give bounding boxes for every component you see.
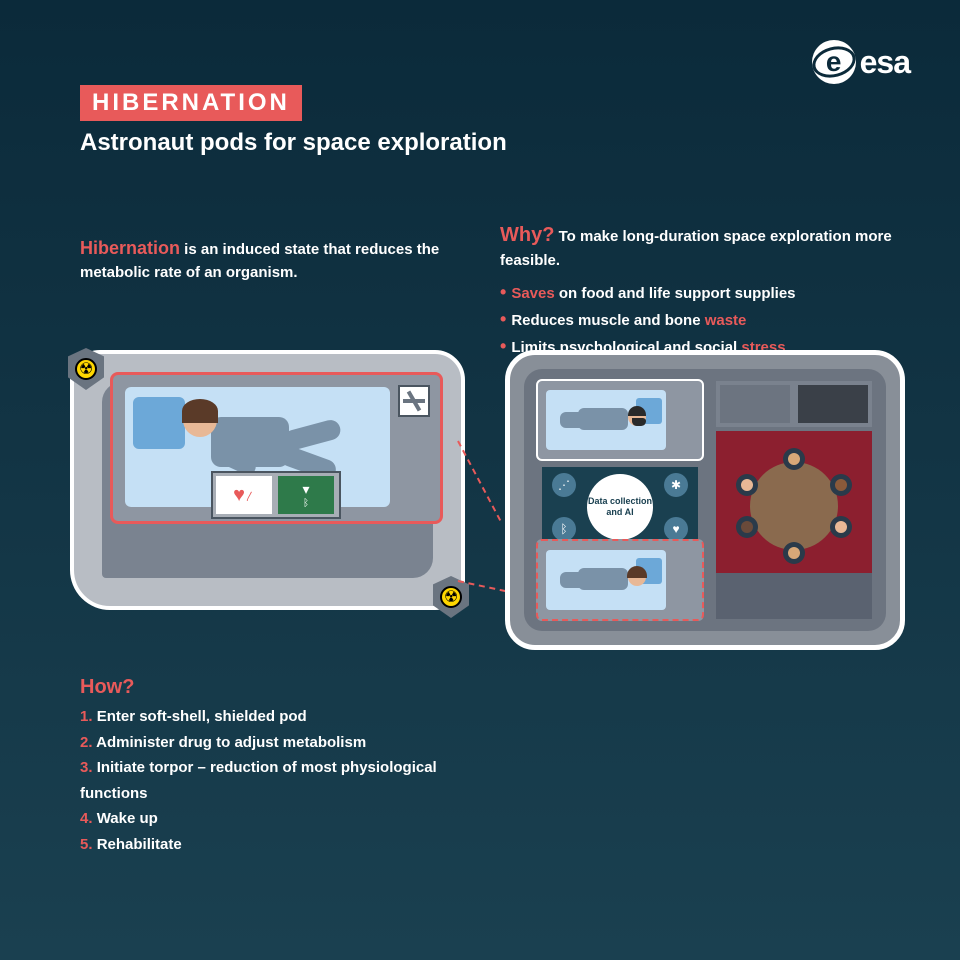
radiation-shield-icon-br <box>433 576 469 618</box>
how-label: How? <box>80 670 480 704</box>
why-section: Why? To make long-duration space explora… <box>500 220 900 360</box>
storage-panel-bottom <box>716 573 872 619</box>
storage-panel-top <box>716 381 872 427</box>
meeting-area <box>716 431 872 581</box>
module-overview-diagram: ⋰ ✱ ᛒ ♥ Data collection and AI <box>505 350 905 650</box>
definition-block: Hibernation is an induced state that red… <box>80 235 460 285</box>
data-circle-label: Data collection and AI <box>587 474 653 540</box>
person-4 <box>783 542 805 564</box>
esa-logo: e esa <box>812 40 910 84</box>
person-2 <box>830 474 852 496</box>
astronaut-hair <box>182 399 218 423</box>
how-step-5: 5. Rehabilitate <box>80 832 480 858</box>
mini-bed-bottom <box>546 550 666 610</box>
round-table <box>750 462 838 550</box>
how-step-3: 3. Initiate torpor – reduction of most p… <box>80 755 480 806</box>
pod-top <box>536 379 704 461</box>
how-list: 1. Enter soft-shell, shielded pod 2. Adm… <box>80 704 480 857</box>
person-6 <box>736 474 758 496</box>
logo-circle: e <box>812 40 856 84</box>
pillow <box>133 397 185 449</box>
how-step-1: 1. Enter soft-shell, shielded pod <box>80 704 480 730</box>
pod-bottom-highlighted <box>536 539 704 621</box>
definition-accent: Hibernation <box>80 238 180 258</box>
title-badge: HIBERNATION <box>80 85 302 121</box>
header: HIBERNATION Astronaut pods for space exp… <box>80 85 507 157</box>
pod-detail-diagram: ♥〳 ▾ᛒ <box>70 350 465 610</box>
wifi-bluetooth-icon: ▾ᛒ <box>278 476 334 514</box>
mini-bed-top <box>546 390 666 450</box>
why-list: Saves on food and life support supplies … <box>500 279 900 360</box>
monitor-panel: ♥〳 ▾ᛒ <box>211 471 341 519</box>
how-section: How? 1. Enter soft-shell, shielded pod 2… <box>80 670 480 857</box>
bluetooth-icon: ᛒ <box>552 517 576 541</box>
module-frame: ⋰ ✱ ᛒ ♥ Data collection and AI <box>505 350 905 650</box>
fan-icon <box>398 385 430 417</box>
person-1 <box>783 448 805 470</box>
radiation-shield-icon-tl <box>68 348 104 390</box>
why-item-1: Saves on food and life support supplies <box>500 279 900 306</box>
module-inner: ⋰ ✱ ᛒ ♥ Data collection and AI <box>524 369 886 631</box>
why-item-2: Reduces muscle and bone waste <box>500 306 900 333</box>
pod-frame: ♥〳 ▾ᛒ <box>70 350 465 610</box>
fan-small-icon: ✱ <box>664 473 688 497</box>
heart-monitor-icon: ♥〳 <box>216 476 272 514</box>
subtitle: Astronaut pods for space exploration <box>80 129 507 157</box>
why-intro: To make long-duration space exploration … <box>500 228 892 269</box>
mini-astronaut-male <box>560 402 646 438</box>
logo-ring <box>808 42 858 82</box>
mini-astronaut-female <box>560 562 646 598</box>
pod-outline: ♥〳 ▾ᛒ <box>110 372 443 524</box>
heart-small-icon: ♥ <box>664 517 688 541</box>
logo-text: esa <box>860 44 910 81</box>
how-step-4: 4. Wake up <box>80 806 480 832</box>
person-3 <box>830 516 852 538</box>
person-5 <box>736 516 758 538</box>
how-step-2: 2. Administer drug to adjust metabolism <box>80 730 480 756</box>
wifi-icon: ⋰ <box>552 473 576 497</box>
data-center: ⋰ ✱ ᛒ ♥ Data collection and AI <box>542 467 698 547</box>
why-label: Why? <box>500 224 554 246</box>
